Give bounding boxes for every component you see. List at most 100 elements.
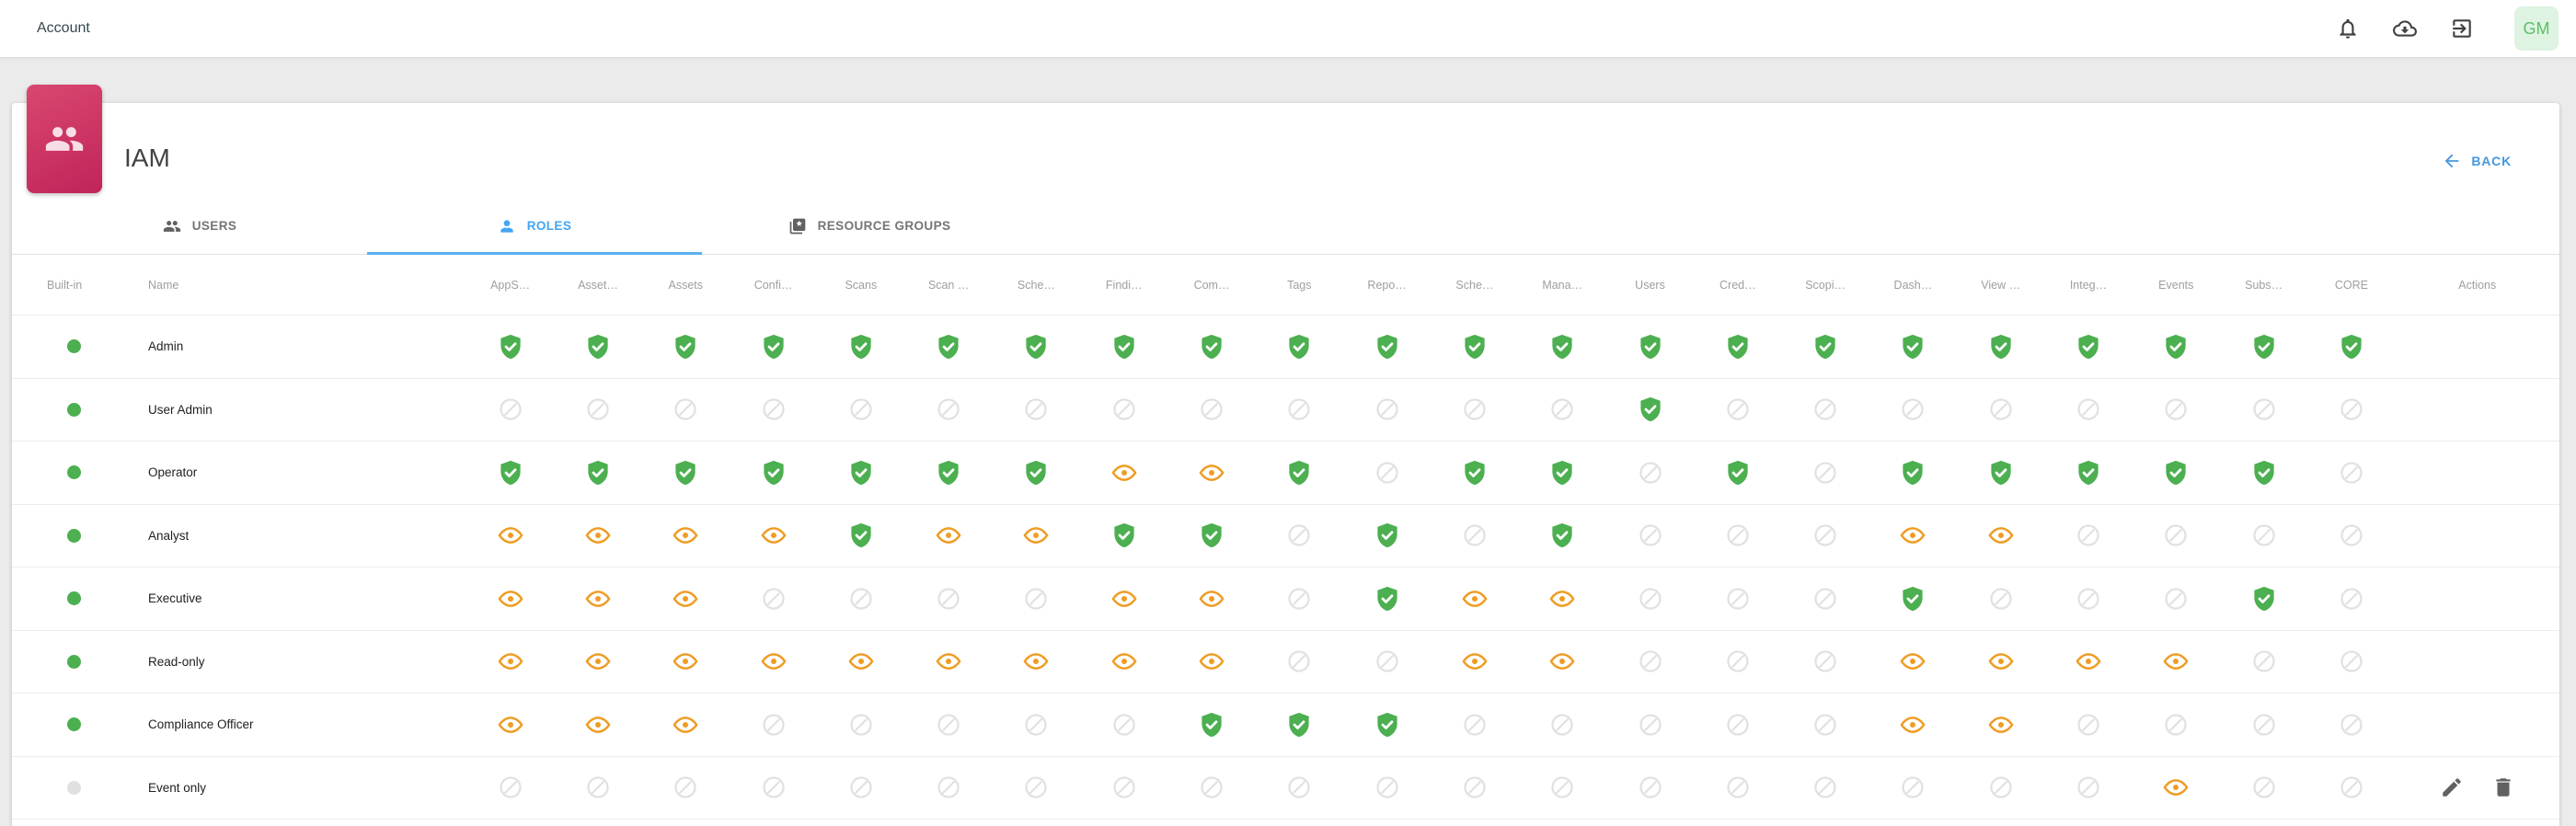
builtin-cell <box>12 465 148 480</box>
no-access-icon <box>1639 524 1662 546</box>
permission-cell-view <box>993 522 1080 549</box>
delete-role-button[interactable] <box>2491 775 2515 799</box>
shield-check-icon <box>1815 334 1835 359</box>
no-access-icon <box>1902 398 1925 420</box>
permission-cell-none <box>2307 711 2395 739</box>
shield-check-icon <box>500 460 521 485</box>
no-access-icon <box>1288 398 1310 420</box>
no-access-icon <box>1025 588 1048 610</box>
resource-groups-card-icon <box>789 218 805 234</box>
logout-icon[interactable] <box>2450 17 2474 40</box>
permission-cell-none <box>730 774 817 801</box>
shield-check-icon <box>1639 334 1661 359</box>
iam-module-tile <box>27 85 102 193</box>
permission-cell-full <box>1167 522 1255 549</box>
permission-cell-full <box>1606 396 1694 423</box>
column-header-permission: Assets <box>668 278 703 292</box>
no-access-icon <box>1639 714 1662 736</box>
no-access-icon <box>762 714 785 736</box>
permission-cell-none <box>1343 774 1431 801</box>
shield-check-icon <box>1991 460 2011 485</box>
permission-cell-view <box>2044 648 2132 675</box>
builtin-indicator-dot-off <box>67 780 81 795</box>
shield-check-icon <box>1202 523 1222 548</box>
user-avatar[interactable]: GM <box>2514 6 2559 51</box>
no-access-icon <box>850 398 872 420</box>
no-access-icon <box>1814 650 1836 672</box>
no-access-icon <box>1727 588 1749 610</box>
notifications-bell-icon[interactable] <box>2336 17 2360 40</box>
permission-cell-full <box>1606 333 1694 361</box>
permission-cell-full <box>1256 459 1343 487</box>
shield-check-icon <box>675 334 696 359</box>
permission-cell-none <box>1431 396 1518 423</box>
shield-check-icon <box>1991 334 2011 359</box>
tab-users[interactable]: USERS <box>32 198 367 254</box>
no-access-icon <box>1201 776 1223 798</box>
permission-cell-view <box>1080 648 1167 675</box>
permission-cell-none <box>1519 711 1606 739</box>
no-access-icon <box>1288 588 1310 610</box>
permission-cell-full <box>642 459 730 487</box>
permission-cell-view <box>1957 648 2044 675</box>
builtin-cell <box>12 717 148 732</box>
view-only-eye-icon <box>2163 779 2189 797</box>
permission-cell-view <box>554 522 641 549</box>
builtin-indicator-dot-on <box>67 591 81 606</box>
cloud-download-icon[interactable] <box>2393 17 2417 40</box>
shield-check-icon <box>1026 334 1047 359</box>
shield-check-icon <box>500 334 521 359</box>
permission-cell-view <box>817 648 904 675</box>
no-access-icon <box>2077 398 2099 420</box>
tab-resource-groups[interactable]: RESOURCE GROUPS <box>702 198 1037 254</box>
back-button[interactable]: BACK <box>2442 151 2512 171</box>
column-header-permission: Integ… <box>2069 278 2108 292</box>
permission-cell-full <box>993 333 1080 361</box>
permission-cell-none <box>1606 522 1694 549</box>
no-access-icon <box>1025 714 1048 736</box>
edit-role-button[interactable] <box>2440 775 2464 799</box>
permission-cell-none <box>2220 522 2307 549</box>
shield-check-icon <box>1114 334 1134 359</box>
permission-cell-view <box>642 711 730 739</box>
shield-check-icon <box>851 523 871 548</box>
view-only-eye-icon <box>1901 527 1926 545</box>
permission-cell-full <box>817 333 904 361</box>
permission-cell-none <box>1781 585 1869 613</box>
permission-cell-none <box>2133 522 2220 549</box>
permission-cell-view <box>1080 585 1167 613</box>
permission-cell-none <box>1781 396 1869 423</box>
shield-check-icon <box>1903 334 1924 359</box>
tab-roles[interactable]: ROLES <box>367 198 702 255</box>
role-table-row: Compliance Officer <box>12 694 2559 757</box>
shield-check-icon <box>1289 460 1309 485</box>
no-access-icon <box>587 776 609 798</box>
permission-cell-none <box>2044 774 2132 801</box>
view-only-eye-icon <box>673 590 698 607</box>
permission-cell-full <box>1869 585 1957 613</box>
builtin-cell <box>12 402 148 417</box>
no-access-icon <box>1375 398 1398 420</box>
permission-cell-full <box>2220 459 2307 487</box>
column-header-permission: Dash… <box>1893 278 1933 292</box>
column-header-permission: CORE <box>2334 278 2368 292</box>
shield-check-icon <box>1465 460 1485 485</box>
view-only-eye-icon <box>1901 653 1926 671</box>
view-only-eye-icon <box>1988 527 2014 545</box>
permission-cell-none <box>1606 585 1694 613</box>
permission-cell-none <box>1869 774 1957 801</box>
view-only-eye-icon <box>673 653 698 671</box>
permission-cell-full <box>817 459 904 487</box>
no-access-icon <box>2340 588 2363 610</box>
no-access-icon <box>2252 398 2275 420</box>
permission-cell-none <box>2044 522 2132 549</box>
permission-cell-full <box>1343 333 1431 361</box>
shield-check-icon <box>588 334 608 359</box>
permission-cell-none <box>1606 711 1694 739</box>
view-only-eye-icon <box>585 527 611 545</box>
permission-cell-none <box>904 711 992 739</box>
shield-check-icon <box>1903 586 1924 611</box>
permission-cell-none <box>1256 774 1343 801</box>
no-access-icon <box>2340 398 2363 420</box>
permission-cell-full <box>730 459 817 487</box>
